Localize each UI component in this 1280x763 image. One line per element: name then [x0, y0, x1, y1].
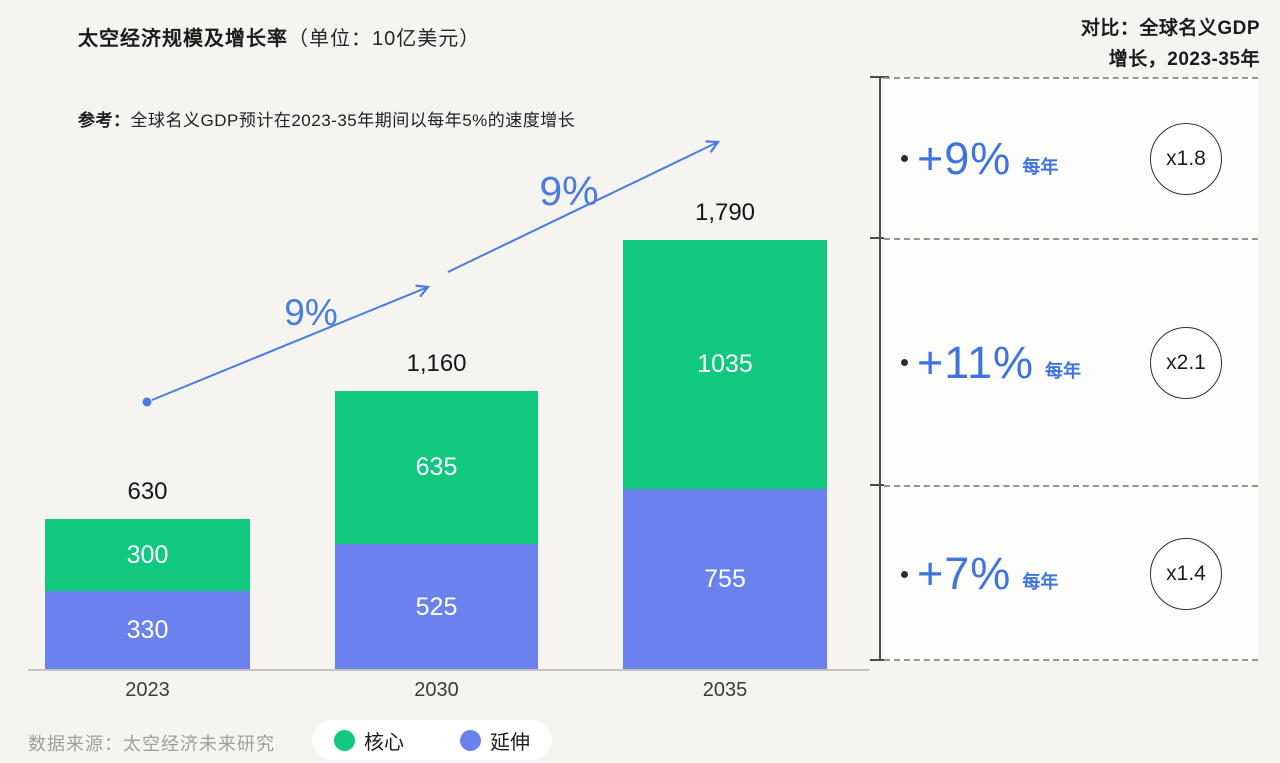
bracket-cap [870, 659, 889, 661]
growth-label-2: 9% [539, 168, 599, 214]
core-legend-label: 核心 [364, 731, 404, 754]
x-axis-line [28, 669, 870, 671]
per-year-label: 每年 [1022, 156, 1059, 177]
comparison-line-2: 增长，2023-35年 [1108, 49, 1260, 70]
bracket-cap [870, 76, 889, 78]
growth-rate: +7% [917, 548, 1012, 599]
page-title: 太空经济规模及增长率（单位：10亿美元） [78, 22, 480, 51]
comparison-row-3: +7% 每年 x1.4 [884, 485, 1258, 661]
comparison-line-1: 对比：全球名义GDP [1080, 18, 1260, 39]
bar-total-label: 1,790 [694, 199, 756, 226]
multiple-value: x1.8 [1166, 146, 1206, 170]
bracket-cap [870, 237, 889, 239]
bracket-cap [870, 484, 889, 486]
per-year-label: 每年 [1045, 360, 1082, 381]
bar-segment-core: 1035 [623, 240, 827, 489]
core-legend-dot [334, 729, 355, 751]
reference-label: 参考： [78, 111, 131, 130]
bar-total-label: 1,160 [406, 350, 467, 377]
multiple-circle: x1.8 [1150, 122, 1222, 195]
bullet-dot [901, 570, 908, 578]
data-source: 数据来源：太空经济未来研究 [28, 734, 275, 754]
legend-item-extension: 延伸 [460, 726, 530, 755]
x-axis-category-label: 2023 [125, 679, 170, 701]
bar-segment-extension: 755 [623, 489, 827, 670]
bracket-line [879, 77, 881, 661]
multiple-circle: x2.1 [1150, 326, 1222, 399]
multiple-value: x1.4 [1166, 562, 1206, 585]
bar-segment-core: 300 [45, 519, 250, 591]
extension-legend-label: 延伸 [490, 731, 530, 754]
reference-note: 参考：全球名义GDP预计在2023-35年期间以每年5%的速度增长 [78, 106, 575, 131]
title-unit: （单位：10亿美元） [288, 28, 481, 50]
per-year-label: 每年 [1022, 572, 1059, 592]
bullet-dot [901, 359, 908, 366]
x-axis-category-label: 2030 [414, 679, 459, 701]
growth-rate: +11% [917, 336, 1035, 388]
legend: 核心 延伸 [312, 720, 552, 760]
comparison-row-1: +9% 每年 x1.8 [884, 77, 1258, 238]
growth-label-1: 9% [284, 292, 338, 333]
reference-text: 全球名义GDP预计在2023-35年期间以每年5%的速度增长 [130, 111, 576, 130]
comparison-row-2: +11% 每年 x2.1 [884, 238, 1258, 485]
comparison-panel: +9% 每年 x1.8 +11% 每年 x2.1 +7% 每年 x1.4 [884, 77, 1258, 661]
legend-item-core: 核心 [334, 726, 404, 755]
bullet-dot [901, 155, 908, 162]
multiple-circle: x1.4 [1150, 538, 1222, 610]
x-axis-category-label: 2035 [702, 679, 748, 701]
bar-total-label: 630 [127, 478, 168, 505]
bar-segment-core: 635 [335, 391, 538, 544]
bar-segment-extension: 525 [335, 544, 538, 670]
bar-segment-extension: 330 [45, 591, 250, 670]
comparison-heading: 对比：全球名义GDP 增长，2023-35年 [1081, 13, 1260, 75]
growth-rate: +9% [917, 132, 1012, 184]
extension-legend-dot [460, 729, 481, 751]
multiple-value: x2.1 [1166, 350, 1206, 374]
title-text: 太空经济规模及增长率 [78, 28, 288, 50]
